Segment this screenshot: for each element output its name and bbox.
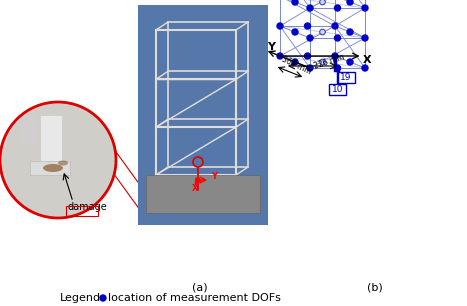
- Circle shape: [347, 29, 353, 35]
- Circle shape: [334, 5, 340, 11]
- Bar: [18, 115, 36, 145]
- Text: 226 mm: 226 mm: [312, 53, 345, 71]
- Bar: [138, 5, 268, 225]
- Ellipse shape: [43, 164, 63, 172]
- Bar: [30, 161, 70, 175]
- Text: X: X: [362, 55, 371, 65]
- Circle shape: [304, 23, 311, 29]
- Circle shape: [100, 295, 106, 301]
- Text: (a): (a): [192, 282, 208, 292]
- Circle shape: [332, 53, 338, 59]
- Bar: [40, 115, 62, 170]
- Circle shape: [320, 29, 325, 35]
- Text: Y: Y: [267, 42, 275, 52]
- Circle shape: [334, 65, 340, 71]
- Text: Y: Y: [211, 172, 217, 181]
- Circle shape: [196, 178, 200, 182]
- Circle shape: [334, 35, 340, 41]
- Bar: [146, 175, 260, 213]
- Circle shape: [347, 0, 353, 5]
- Circle shape: [292, 0, 298, 5]
- FancyBboxPatch shape: [329, 84, 346, 95]
- Text: 19: 19: [340, 73, 352, 81]
- Circle shape: [307, 5, 313, 11]
- Circle shape: [292, 59, 298, 65]
- Circle shape: [277, 53, 283, 59]
- Circle shape: [362, 5, 368, 11]
- Circle shape: [362, 35, 368, 41]
- Circle shape: [320, 59, 325, 65]
- Circle shape: [292, 29, 298, 35]
- Circle shape: [304, 53, 311, 59]
- Circle shape: [362, 65, 368, 71]
- Text: damage: damage: [68, 202, 108, 212]
- Circle shape: [307, 35, 313, 41]
- Text: Legend:: Legend:: [60, 293, 105, 303]
- Circle shape: [347, 59, 353, 65]
- Text: 368 mm: 368 mm: [280, 54, 312, 76]
- Ellipse shape: [58, 161, 68, 166]
- Text: (b): (b): [367, 282, 383, 292]
- Bar: [66, 206, 98, 216]
- Text: location of measurement DOFs: location of measurement DOFs: [108, 293, 281, 303]
- Circle shape: [332, 23, 338, 29]
- Circle shape: [307, 65, 313, 71]
- Text: 10: 10: [332, 84, 343, 94]
- FancyBboxPatch shape: [338, 72, 354, 83]
- Circle shape: [0, 102, 116, 218]
- Text: X: X: [192, 184, 198, 193]
- Circle shape: [277, 23, 283, 29]
- Circle shape: [320, 0, 325, 5]
